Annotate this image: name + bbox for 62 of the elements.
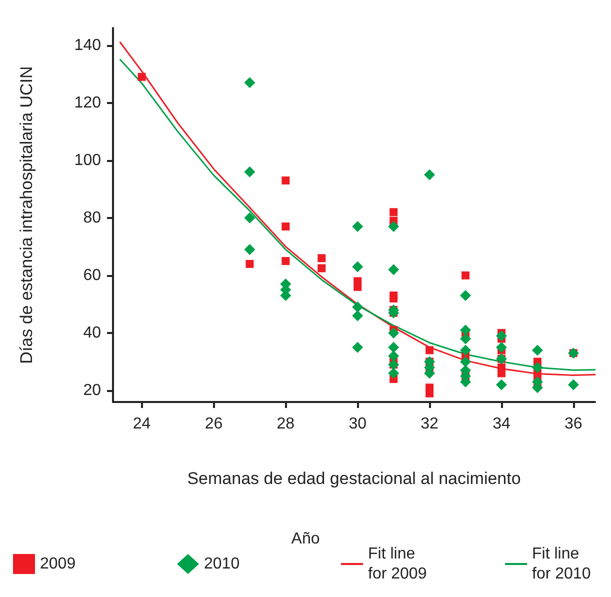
point [244, 212, 256, 224]
point [282, 257, 290, 266]
point [462, 271, 470, 280]
point [460, 344, 472, 356]
y-tick-label: 120 [74, 94, 102, 112]
legend-label: 2010 [204, 556, 240, 572]
x-tick-label: 34 [492, 416, 510, 432]
point [568, 379, 579, 390]
point [388, 264, 400, 276]
point [426, 346, 434, 354]
y-tick-label: 80 [83, 209, 102, 226]
point [388, 221, 400, 232]
point [424, 169, 436, 180]
legend-label: Fit line for 2009 [368, 546, 427, 582]
point [388, 350, 400, 362]
y-tick-label: 60 [83, 266, 102, 284]
point [352, 261, 364, 272]
x-tick-label: 32 [420, 416, 439, 432]
point [390, 294, 398, 302]
point [496, 379, 507, 390]
point [460, 333, 472, 344]
y-tick-label: 100 [74, 152, 102, 169]
point [460, 290, 472, 302]
point [496, 330, 507, 342]
y-tick-label: 140 [74, 36, 102, 54]
point [497, 369, 506, 378]
point [244, 77, 256, 88]
point [496, 342, 507, 353]
point [244, 244, 256, 256]
x-axis-title: Semanas de edad gestacional al nacimiento [187, 469, 521, 488]
point [388, 342, 400, 353]
y-tick-label: 40 [83, 324, 102, 342]
legend-label: Fit line for 2010 [532, 546, 591, 582]
point [318, 254, 326, 262]
point [532, 362, 543, 373]
legend-title: Año [291, 530, 320, 548]
point [390, 208, 398, 216]
point [318, 264, 326, 272]
point [388, 368, 400, 379]
point [352, 221, 364, 232]
y-axis-title: Días de estancia intrahospitalaria UCIN [17, 66, 36, 364]
point [352, 310, 364, 322]
x-tick-label: 36 [564, 416, 582, 432]
point [426, 389, 434, 398]
point [460, 356, 472, 368]
y-tick-label: 20 [83, 382, 102, 399]
point [388, 327, 400, 338]
legend-label: 2009 [40, 556, 76, 572]
point [352, 342, 364, 353]
point [460, 324, 472, 336]
x-tick-label: 28 [276, 416, 295, 432]
point [138, 72, 146, 81]
x-tick-label: 24 [132, 416, 151, 432]
point [354, 282, 362, 291]
point [282, 222, 290, 231]
point [352, 302, 364, 313]
x-tick-label: 30 [348, 416, 367, 432]
point [282, 176, 290, 184]
point [532, 344, 543, 356]
point [246, 260, 254, 268]
point [244, 166, 256, 178]
x-tick-label: 26 [204, 416, 223, 432]
